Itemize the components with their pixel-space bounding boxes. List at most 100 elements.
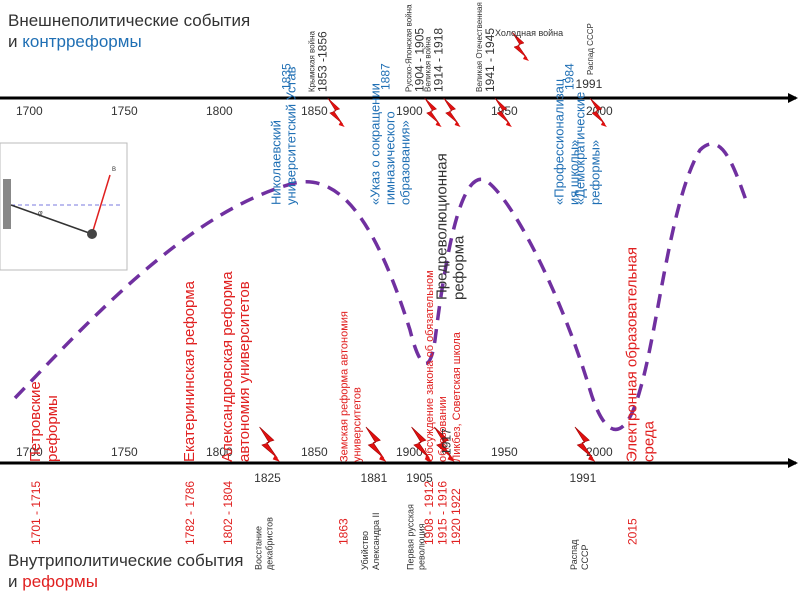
domestic-event-date: 1917 bbox=[439, 428, 453, 455]
domestic-event: 1905 Первая русская революция bbox=[406, 426, 433, 570]
domestic-event-label: Распад bbox=[569, 539, 579, 570]
foreign-event: Русско-Японская война 1904 - 1905 bbox=[405, 4, 443, 128]
lightning-bolt-icon bbox=[443, 97, 462, 128]
counter-reform: 1835 Николаевский университетский Устав bbox=[269, 63, 299, 205]
svg-text:φ: φ bbox=[38, 210, 43, 217]
counter-reform-label: Николаевский bbox=[269, 120, 284, 205]
domestic-event-label: СССР bbox=[580, 544, 590, 570]
reform-label: Электронная образовательная bbox=[624, 247, 641, 462]
reform-date: 2015 bbox=[626, 518, 640, 545]
foreign-event-label: Русско-Японская война bbox=[405, 4, 414, 92]
counter-reform: 1887«Указ о сокращении гимназического обра… bbox=[367, 63, 412, 205]
reform-label: автономия университетов bbox=[236, 281, 253, 462]
foreign-event-label: Великая Отечественная война bbox=[475, 0, 484, 92]
domestic-event-date: 1905 bbox=[406, 471, 433, 485]
bottom-tick-label: 2000 bbox=[586, 445, 613, 459]
reform-date: 1782 - 1786 bbox=[183, 481, 197, 545]
reform: Петровские реформы 1701 - 1715 bbox=[27, 381, 61, 545]
reform: Екатерининская реформа 1782 - 1786 bbox=[181, 280, 198, 545]
reform: Александровская реформа автономия универс… bbox=[219, 271, 253, 545]
domestic-title-accent: реформы bbox=[22, 572, 98, 591]
counter-reform-label: образования» bbox=[397, 120, 412, 205]
reform-label: Петровские bbox=[27, 381, 44, 462]
domestic-event-label: Первая русская bbox=[406, 504, 416, 570]
top-tick-label: 1950 bbox=[491, 104, 518, 118]
foreign-title: Внешнеполитические события и контрреформ… bbox=[8, 11, 251, 51]
counter-reform-label: «Демократические bbox=[573, 92, 588, 205]
reform: Земская реформа автономия университетов 18… bbox=[337, 311, 364, 545]
lightning-bolt-icon bbox=[424, 97, 443, 128]
foreign-title-accent: контрреформы bbox=[22, 32, 142, 51]
reform-label: Обсуждение закона об обязательном bbox=[424, 270, 436, 462]
domestic-event-label: Убийство bbox=[360, 531, 370, 570]
bottom-tick-label: 1850 bbox=[301, 445, 328, 459]
foreign-event: Великая Отечественная война 1941 - 1945 bbox=[475, 0, 513, 128]
bottom-tick-label: 1950 bbox=[491, 445, 518, 459]
reform-label: Александровская реформа bbox=[219, 271, 236, 462]
foreign-event-label: Великая война bbox=[424, 36, 433, 92]
foreign-event-date: 1914 - 1918 bbox=[432, 28, 446, 92]
foreign-event: 1991 Распад СССР bbox=[576, 23, 608, 128]
counter-reform-label: «Профессионализац bbox=[552, 78, 567, 205]
counter-reform-label: ия школы» bbox=[567, 140, 582, 205]
foreign-event: Холодная война bbox=[495, 28, 563, 62]
domestic-event-label: декабристов bbox=[265, 517, 275, 570]
foreign-event-date: 1991 bbox=[576, 77, 603, 91]
counter-reform-label: гимназического bbox=[382, 111, 397, 205]
reform-date: 1701 - 1715 bbox=[29, 481, 43, 545]
reform-label: среда bbox=[641, 420, 658, 462]
domestic-event-date: 1881 bbox=[361, 471, 388, 485]
pendulum-diagram-icon: B φ bbox=[0, 142, 128, 271]
foreign-event-label: Холодная война bbox=[495, 28, 563, 38]
lightning-bolt-icon bbox=[327, 97, 346, 128]
bottom-tick-label: 1900 bbox=[396, 445, 423, 459]
foreign-event-label: Крымская война bbox=[308, 30, 317, 92]
bottom-tick-label: 1750 bbox=[111, 445, 138, 459]
reform: Ликбез, Советская школа 1920 1922 bbox=[449, 331, 463, 545]
lightning-bolt-icon bbox=[365, 426, 387, 463]
top-axis-ticks: 1700 1750 1800 1850 1900 1950 2000 bbox=[16, 104, 613, 118]
foreign-event-date: 1904 - 1905 bbox=[413, 28, 427, 92]
top-tick-label: 1750 bbox=[111, 104, 138, 118]
reform-label: Земская реформа автономия bbox=[339, 311, 351, 462]
bottom-axis-ticks: 1700 1750 1800 1850 1900 1950 2000 bbox=[16, 445, 613, 459]
reform-date: 1863 bbox=[337, 518, 351, 545]
reform-label: Екатерининская реформа bbox=[181, 280, 198, 462]
reform-cycle-curve bbox=[13, 142, 749, 432]
bottom-tick-label: 1700 bbox=[16, 445, 43, 459]
svg-text:B: B bbox=[112, 167, 116, 173]
counter-reform-label: реформы» bbox=[588, 140, 603, 205]
foreign-event-date: 1853 -1856 bbox=[316, 31, 330, 92]
reform-date: 1802 - 1804 bbox=[221, 481, 235, 545]
top-tick-label: 1900 bbox=[396, 104, 423, 118]
domestic-event-label: Восстание bbox=[254, 526, 264, 570]
reform: Электронная образовательная среда 2015 bbox=[624, 247, 658, 545]
top-tick-label: 2000 bbox=[586, 104, 613, 118]
domestic-event-date: 1825 bbox=[254, 471, 281, 485]
reform-label: Предреволюционная bbox=[434, 153, 451, 300]
domestic-event-label: революция bbox=[417, 523, 427, 570]
counter-reform-date: 1984 bbox=[563, 63, 577, 90]
counter-reform: «Демократические реформы» bbox=[573, 92, 603, 205]
domestic-event-label: Александра II bbox=[371, 512, 381, 570]
counter-reform: 1984«Профессионализац ия школы» bbox=[552, 63, 582, 205]
counter-reform-label: «Указ о сокращении bbox=[367, 83, 382, 205]
reform: Предреволюционная реформа 1915 - 1916 bbox=[434, 153, 468, 545]
foreign-event-date: 1941 - 1945 bbox=[483, 28, 497, 92]
reform-date: 1915 - 1916 bbox=[436, 481, 450, 545]
domestic-event: 1825 Восстание декабристов bbox=[254, 426, 281, 570]
counter-reform-date: 1835 bbox=[280, 63, 294, 90]
domestic-event: 1991 Распад СССР bbox=[569, 426, 597, 570]
domestic-title: Внутриполитические события и реформы bbox=[8, 551, 244, 591]
reform-label: университетов bbox=[352, 387, 364, 462]
counter-reform-date: 1887 bbox=[378, 63, 392, 90]
foreign-event-label: Распад СССР bbox=[586, 23, 595, 75]
foreign-event: Крымская война 1853 -1856 bbox=[308, 30, 346, 128]
domestic-event: 1881 Убийство Александра II bbox=[360, 426, 388, 570]
domestic-event: 1917 bbox=[433, 426, 456, 463]
counter-reform-label: университетский Устав bbox=[284, 66, 299, 205]
top-tick-label: 1800 bbox=[206, 104, 233, 118]
reform-label: Ликбез, Советская школа bbox=[451, 331, 463, 462]
foreign-event: Великая война 1914 - 1918 bbox=[424, 28, 462, 128]
